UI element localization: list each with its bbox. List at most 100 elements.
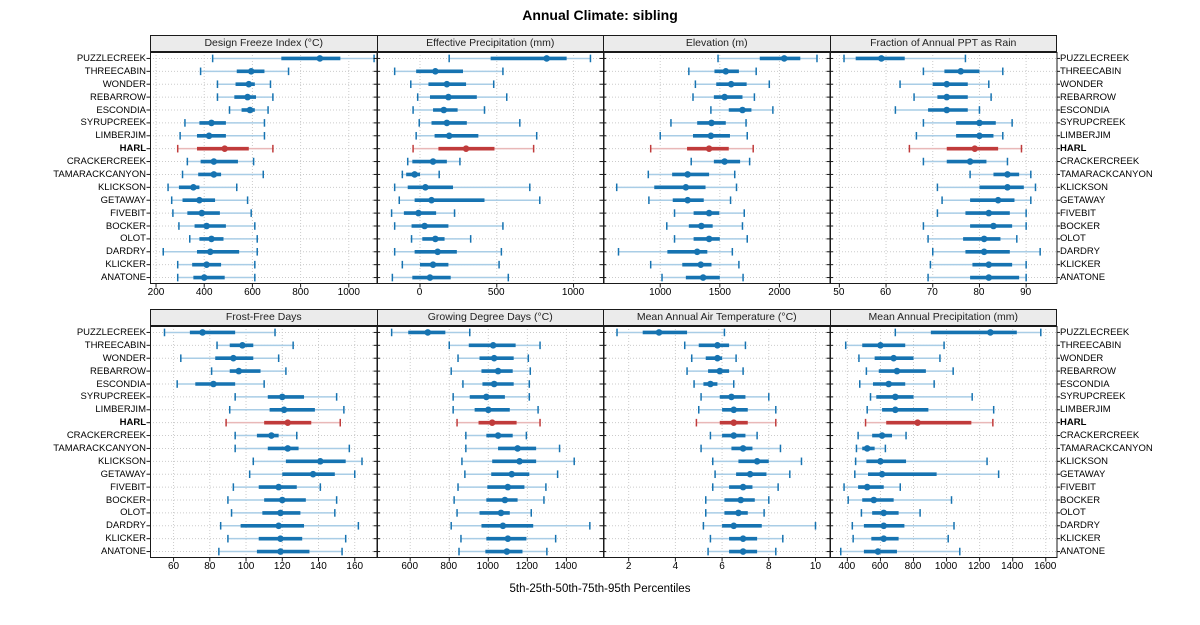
median-dot: [462, 145, 469, 152]
panel-strip-header: Mean Annual Air Temperature (°C): [603, 309, 831, 326]
site-label-right: ANATONE: [1060, 546, 1106, 558]
site-label-left: BOCKER: [105, 494, 146, 506]
median-dot: [1003, 171, 1011, 178]
site-label-left: SYRUPCREEK: [80, 391, 146, 403]
median-dot: [721, 93, 728, 101]
panel-growing-degree-days-c: [373, 326, 607, 562]
median-dot: [739, 483, 747, 491]
site-label-right: BOCKER: [1060, 220, 1101, 232]
median-dot: [722, 68, 730, 75]
median-dot: [739, 106, 746, 114]
site-label-left: KLICKER: [105, 533, 146, 545]
median-dot: [309, 470, 317, 478]
median-dot: [277, 548, 284, 555]
site-label-right: REBARROW: [1060, 365, 1116, 377]
panel-strip-header: Effective Precipitation (mm): [376, 35, 604, 52]
median-dot: [494, 367, 501, 375]
median-dot: [705, 209, 713, 217]
median-dot: [245, 80, 253, 88]
x-tick-label: 60: [167, 561, 180, 572]
x-tick-label: 8: [766, 561, 772, 572]
median-dot: [210, 171, 218, 178]
median-dot: [708, 119, 715, 127]
median-dot: [878, 432, 885, 439]
median-dot: [721, 158, 728, 165]
x-tick-label: 2000: [768, 287, 791, 298]
panel-strip-header: Growing Degree Days (°C): [376, 309, 604, 326]
x-tick-label: 80: [204, 561, 216, 572]
median-dot: [317, 458, 324, 465]
median-dot: [244, 93, 251, 101]
site-label-right: HARL: [1060, 417, 1087, 429]
median-dot: [707, 380, 714, 388]
site-label-left: WONDER: [102, 352, 146, 364]
median-dot: [203, 222, 210, 230]
x-tick-label: 1400: [1001, 561, 1024, 572]
x-tick-label: 80: [973, 287, 985, 298]
median-dot: [730, 419, 738, 426]
median-dot: [891, 393, 899, 401]
median-dot: [697, 261, 705, 268]
panel-mean-annual-air-temperature-c: [599, 326, 833, 562]
site-label-right: WONDER: [1060, 78, 1104, 90]
site-label-right: KLICKER: [1060, 259, 1101, 271]
median-dot: [889, 354, 897, 362]
median-dot: [443, 80, 450, 88]
median-dot: [739, 445, 747, 452]
site-label-left: FIVEBIT: [110, 481, 146, 493]
site-label-right: FIVEBIT: [1060, 481, 1096, 493]
median-dot: [863, 445, 870, 452]
median-dot: [410, 171, 418, 178]
panel-strip-header: Elevation (m): [603, 35, 831, 52]
median-dot: [735, 509, 742, 517]
site-label-left: LIMBERJIM: [95, 130, 146, 142]
site-label-right: ANATONE: [1060, 272, 1106, 284]
site-label-right: TAMARACKCANYON: [1060, 168, 1153, 180]
median-dot: [714, 342, 721, 349]
x-tick-label: 600: [244, 287, 261, 298]
site-label-right: CRACKERCREEK: [1060, 156, 1140, 168]
x-tick-label: 800: [440, 561, 458, 572]
median-dot: [975, 119, 983, 127]
median-dot: [504, 535, 511, 542]
panel-strip-header: Mean Annual Precipitation (mm): [829, 309, 1057, 326]
site-label-left: PUZZLECREEK: [76, 326, 146, 338]
median-dot: [699, 274, 707, 281]
median-dot: [230, 354, 237, 362]
median-dot: [501, 496, 508, 504]
median-dot: [494, 432, 501, 439]
median-dot: [879, 535, 887, 542]
site-label-right: SYRUPCREEK: [1060, 117, 1126, 129]
x-tick-label: 160: [346, 561, 364, 572]
site-label-right: TAMARACKCANYON: [1060, 442, 1153, 454]
site-label-right: ESCONDIA: [1060, 378, 1110, 390]
median-dot: [730, 406, 738, 414]
median-dot: [278, 496, 286, 504]
x-axis-caption: 5th-25th-50th-75th-95th Percentiles: [509, 583, 691, 595]
median-dot: [878, 470, 885, 478]
median-dot: [429, 158, 436, 165]
site-label-left: KLICKSON: [97, 455, 146, 467]
site-label-right: SYRUPCREEK: [1060, 391, 1126, 403]
median-dot: [208, 235, 215, 243]
median-dot: [431, 235, 439, 243]
x-tick-label: 0: [416, 287, 423, 298]
median-dot: [1003, 184, 1011, 191]
median-dot: [482, 393, 490, 401]
median-dot: [984, 274, 992, 281]
x-tick-label: 1400: [554, 561, 578, 572]
panel-elevation-m: [599, 52, 833, 288]
median-dot: [275, 522, 282, 530]
median-dot: [277, 509, 284, 517]
x-tick-label: 1200: [515, 561, 538, 572]
x-tick-label: 600: [401, 561, 419, 572]
median-dot: [316, 55, 324, 62]
x-tick-label: 70: [926, 287, 938, 298]
median-dot: [443, 119, 450, 127]
median-dot: [966, 158, 973, 165]
x-tick-label: 50: [833, 287, 845, 298]
site-label-right: REBARROW: [1060, 91, 1116, 103]
median-dot: [203, 261, 210, 268]
site-label-right: DARDRY: [1060, 520, 1100, 532]
